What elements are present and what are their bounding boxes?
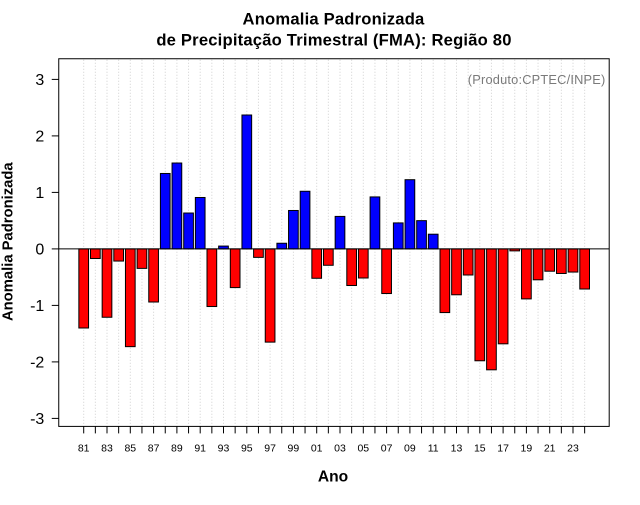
svg-text:-1: -1 xyxy=(30,298,44,315)
svg-text:15: 15 xyxy=(474,443,486,455)
svg-text:21: 21 xyxy=(544,443,556,455)
svg-text:99: 99 xyxy=(288,443,300,455)
svg-text:95: 95 xyxy=(241,443,253,455)
svg-text:05: 05 xyxy=(357,443,369,455)
svg-text:85: 85 xyxy=(124,443,136,455)
svg-text:13: 13 xyxy=(451,443,463,455)
svg-text:2: 2 xyxy=(35,129,44,146)
svg-text:-2: -2 xyxy=(30,355,44,372)
svg-text:11: 11 xyxy=(428,443,439,455)
svg-text:89: 89 xyxy=(171,443,183,455)
svg-text:Anomalia Padronizada: Anomalia Padronizada xyxy=(243,10,426,29)
svg-text:09: 09 xyxy=(404,443,416,455)
svg-text:93: 93 xyxy=(218,443,230,455)
svg-text:01: 01 xyxy=(311,443,323,455)
svg-text:0: 0 xyxy=(35,242,44,259)
svg-text:83: 83 xyxy=(101,443,113,455)
svg-text:de Precipitação Trimestral (FM: de Precipitação Trimestral (FMA): Região… xyxy=(156,30,511,49)
svg-text:87: 87 xyxy=(148,443,160,455)
svg-text:19: 19 xyxy=(521,443,533,455)
svg-text:(Produto:CPTEC/INPE): (Produto:CPTEC/INPE) xyxy=(468,72,606,87)
svg-text:03: 03 xyxy=(334,443,346,455)
svg-text:91: 91 xyxy=(194,443,206,455)
svg-text:Ano: Ano xyxy=(318,469,348,486)
svg-text:07: 07 xyxy=(381,443,393,455)
svg-text:81: 81 xyxy=(78,443,90,455)
svg-text:1: 1 xyxy=(35,185,44,202)
svg-text:Anomalia Padronizada: Anomalia Padronizada xyxy=(1,162,17,321)
svg-text:17: 17 xyxy=(497,443,509,455)
svg-text:23: 23 xyxy=(567,443,579,455)
svg-text:-3: -3 xyxy=(30,411,44,428)
svg-text:3: 3 xyxy=(35,72,44,89)
svg-text:97: 97 xyxy=(264,443,276,455)
